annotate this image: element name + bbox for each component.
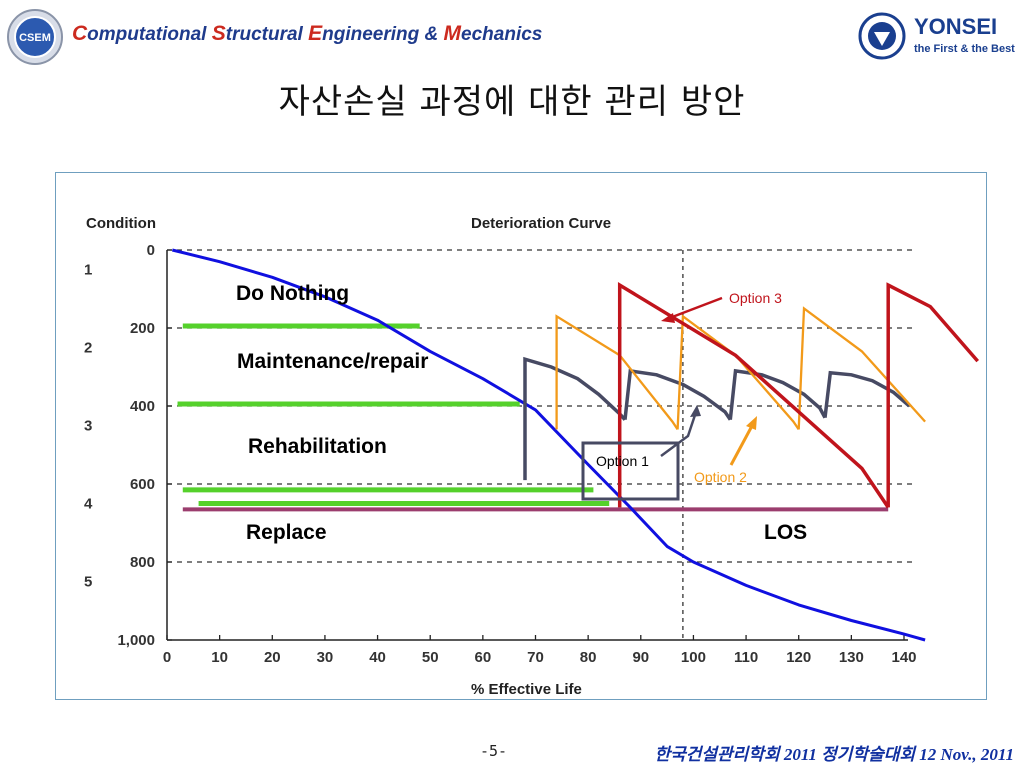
option1-line [728,368,827,420]
chart-title: Deterioration Curve [471,215,611,232]
y-tick-label: 600 [130,476,155,493]
org-word: echanics [461,24,543,45]
option1-box [581,441,680,501]
chart-panel: Condition Deterioration Curve % Effectiv… [55,172,987,700]
chart-ylabel: Condition [86,215,156,232]
option2-line [797,306,926,430]
yonsei-logo-text: YONSEI [914,14,997,39]
org-word: tructural [225,24,309,45]
x-tick-label: 140 [891,649,916,666]
csem-logo-text: CSEM [19,32,51,44]
condition-level-label: 1 [84,262,92,279]
x-tick-label: 30 [317,649,334,666]
org-initial: E [308,22,323,45]
thresholds-group [177,323,889,512]
x-tick-label: 20 [264,649,281,666]
chart-xlabel: % Effective Life [471,681,582,698]
y-tick-label: 200 [130,320,155,337]
option3-line [617,281,890,509]
option2-label: Option 2 [694,469,747,485]
curve-group [171,248,926,642]
x-tick-label: 110 [734,649,758,666]
labels-group: Do Nothing Maintenance/repair Rehabilitati… [236,282,807,544]
condition-level-label: 5 [84,574,92,591]
region-label: Rehabilitation [248,435,387,458]
option3-line [886,282,980,508]
option3-arrowhead [661,313,675,323]
footer-event: 한국건설관리학회 2011 정기학술대회 12 Nov., 2011 [654,745,1014,764]
option3-label: Option 3 [729,290,782,306]
org-initial: S [211,22,226,45]
option1-arrowhead [690,405,701,417]
deterioration-curve [171,248,926,642]
option1-line [623,368,732,421]
x-tick-label: 50 [422,649,439,666]
option2-arrowhead [746,416,757,430]
x-tick-label: 0 [163,649,171,666]
header-org-name: Computational Structural Engineering & M… [72,22,542,46]
org-initial: M [443,22,462,45]
y-tick-label: 0 [147,242,155,259]
page-number: -5- [480,742,508,760]
y-tick-label: 1,000 [117,632,155,649]
region-label: LOS [764,521,807,544]
x-tick-label: 120 [786,649,811,666]
option2-arrow [729,423,755,466]
region-label: Maintenance/repair [237,350,428,373]
option1-arrow [660,408,699,458]
axes-group: 0 10 20 30 40 50 60 70 80 90 100 110 120 130 140020040… [84,242,917,666]
x-tick-label: 100 [681,649,706,666]
condition-level-label: 4 [84,496,93,513]
x-tick-label: 60 [475,649,492,666]
x-tick-label: 40 [369,649,386,666]
org-word: ngineering & [322,24,444,45]
yonsei-logo: YONSEI the First & the Best [858,12,1015,60]
x-tick-label: 130 [839,649,864,666]
region-label: Do Nothing [236,282,349,305]
x-tick-label: 90 [632,649,649,666]
yonsei-logo-subtext: the First & the Best [914,43,1015,55]
region-label: Replace [246,521,327,544]
page-title: 자산손실 과정에 대한 관리 방안 [278,82,746,122]
option1-label: Option 1 [596,453,649,469]
x-tick-label: 10 [211,649,228,666]
org-initial: C [72,22,88,45]
x-tick-label: 70 [527,649,544,666]
deterioration-chart: Condition Deterioration Curve % Effectiv… [84,215,980,698]
condition-level-label: 3 [84,418,92,435]
x-tick-label: 80 [580,649,597,666]
org-word: omputational [87,24,212,45]
options-group [523,281,980,509]
csem-logo: CSEM [7,9,63,65]
y-tick-label: 800 [130,554,155,571]
option1-line [823,370,911,418]
y-tick-label: 400 [130,398,155,415]
option3-arrow [666,296,723,321]
condition-level-label: 2 [84,340,92,357]
